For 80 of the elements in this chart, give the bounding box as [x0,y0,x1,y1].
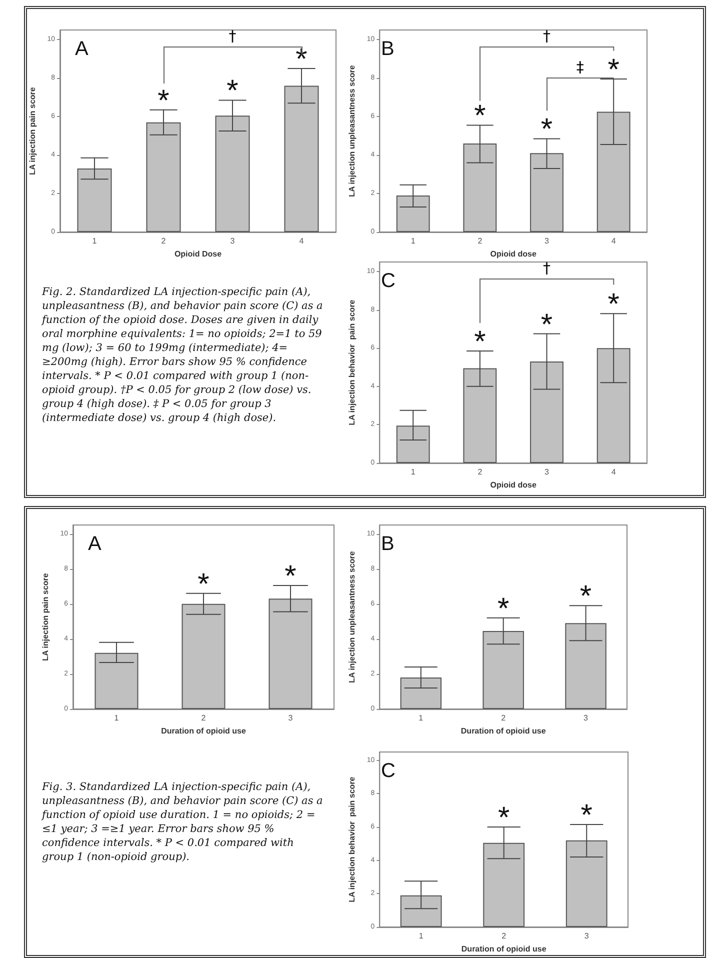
annotation: * [580,799,593,832]
bar [400,895,442,927]
x-axis-title: Duration of opioid use [461,944,547,954]
x-tick-label: 3 [230,236,236,246]
y-axis-title: LA injection pain score [40,572,50,661]
x-tick-label: 2 [478,468,483,476]
annotation: * [540,308,553,342]
x-tick-label: 1 [410,468,416,476]
bar [565,623,606,709]
bar [268,598,312,709]
bar [94,652,138,709]
x-tick-label: 4 [299,236,304,246]
caption: Fig. 3. Standardized LA injection-specific pain (A), unpleasantness (B), and behavior pain score (C) as a function of opioid use duration. 1 = no opioids; 2 = ≤1 year; 3 =≥1 year. Error bars show 95 % confidence intervals. * P < 0.01 compared with group 1 (non-opioid group). [42,780,324,864]
annotation: * [498,802,510,834]
bar [566,840,608,927]
annotation: * [158,84,170,118]
x-tick-label: 3 [584,932,590,940]
y-axis-title: LA injection unpleasantness score [348,550,356,683]
chart-title: B [381,38,394,60]
bar [400,677,442,709]
bar [483,842,525,927]
x-tick-label: 2 [478,236,483,246]
chart-title: C [381,270,396,292]
x-tick-label: 3 [584,714,589,722]
x-tick-label: 2 [501,714,506,722]
x-tick-label: 2 [201,714,206,722]
x-tick-label: 1 [92,236,98,246]
bar [215,116,250,232]
annotation: * [540,113,553,146]
annotation: * [226,74,239,108]
annotation: * [474,326,486,359]
annotation: † [228,27,236,46]
annotation: * [498,592,510,626]
bar [182,604,226,709]
bar [596,112,630,232]
bar [77,168,112,232]
x-tick-label: 1 [418,714,424,722]
y-axis-title: LA injection behavior pain score [348,299,356,426]
x-tick-label: 1 [410,236,416,246]
x-axis-title: Duration of opioid use [460,726,546,736]
x-tick-label: 1 [418,932,424,940]
y-axis-title: LA injection pain score [28,86,37,175]
annotation: * [284,560,297,593]
bar [463,144,497,232]
x-tick-label: 2 [502,932,507,940]
x-tick-label: 4 [611,468,616,476]
x-tick-label: 4 [611,236,616,246]
x-axis-title: Opioid Dose [174,250,222,258]
x-tick-label: 3 [544,236,550,246]
text: Fig. 2. Standardized LA injection-specific pain (A), unpleasantness (B), and behavior pain score (C) as a function of the opioid dose. Doses are given in daily oral morphine equivalents: 1= no opioids; 2=1 to 59 mg (low); 3 = 60 to 199mg (intermediate); 4= ≥200mg (high). Error bars show 95 % confidence intervals. * P < 0.01 compared with group 1 (non-opioid group). †P < 0.05 for group 2 (low dose) vs. group 4 (high dose). ‡ P < 0.05 for group 3 (intermediate dose) vs. group 4 (high dose). [42,286,323,424]
annotation: * [608,288,620,322]
chart-title: A [75,38,89,60]
y-axis-title: LA injection unpleasantness score [348,64,356,197]
x-axis-title: Opioid dose [490,480,537,490]
bar [530,153,564,232]
annotation: * [580,580,592,614]
annotation: * [474,100,486,133]
annotation: † [543,27,550,46]
chart-title: A [88,533,102,555]
bar [146,122,181,232]
x-axis-title: Duration of opioid use [161,726,246,736]
x-axis-title: Opioid dose [490,250,537,258]
bar [530,362,564,463]
x-tick-label: 1 [114,714,120,722]
y-axis-title: LA injection behavior pain score [348,776,356,902]
x-tick-label: 3 [288,714,294,722]
annotation: * [198,568,210,601]
x-tick-label: 3 [544,468,550,476]
bar [463,368,497,463]
bar [396,426,430,463]
bar [396,195,430,232]
bar [596,348,630,463]
chart-title: B [381,533,394,555]
x-tick-label: 2 [161,236,166,246]
annotation: * [608,54,620,87]
annotation: † [543,259,550,278]
chart-title: C [381,760,396,782]
bar [482,631,524,709]
bar [284,86,319,232]
annotation: ‡ [576,58,584,76]
